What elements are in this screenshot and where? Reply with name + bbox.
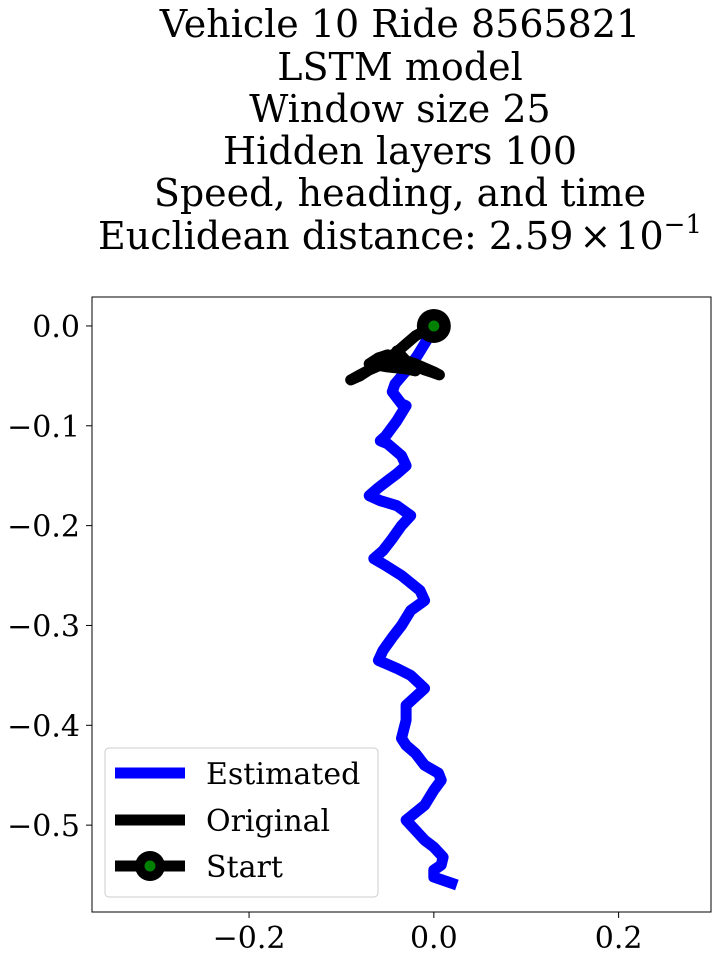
legend-swatch-start-dot	[144, 860, 156, 872]
x-tick-label: 0.2	[595, 921, 643, 956]
legend-label-start: Start	[206, 850, 283, 885]
y-tick-label: −0.4	[7, 709, 80, 744]
x-tick-label: 0.0	[410, 921, 458, 956]
y-tick-label: −0.1	[7, 410, 80, 445]
x-axis: −0.2 0.0 0.2	[213, 912, 643, 956]
plot-frame	[91, 296, 712, 913]
metric-mantissa: 2.59	[489, 214, 574, 258]
title-line-5: Speed, heading, and time	[154, 171, 646, 215]
title-line-2: LSTM model	[277, 45, 522, 89]
y-tick-label: −0.2	[7, 510, 80, 545]
metric-base: 10	[615, 214, 663, 258]
title-line-3: Window size 25	[249, 87, 550, 131]
title-line-6-metric: Euclidean distance: 2.59 × 10−1	[98, 210, 702, 258]
series-line-estimated	[363, 323, 459, 891]
title-line-1: Vehicle 10 Ride 8565821	[159, 2, 640, 46]
series-layer	[345, 308, 459, 891]
x-tick-label: −0.2	[213, 921, 286, 956]
y-tick-label: 0.0	[32, 310, 80, 345]
legend-label-original: Original	[206, 804, 330, 839]
legend: Estimated Original Start	[104, 747, 379, 898]
metric-exponent: −1	[664, 210, 702, 240]
start-marker-dot	[428, 320, 440, 332]
chart-title: Vehicle 10 Ride 8565821 LSTM model Windo…	[98, 2, 702, 258]
y-tick-label: −0.3	[7, 609, 80, 644]
y-tick-label: −0.5	[7, 809, 80, 844]
metric-times: ×	[579, 214, 611, 258]
legend-box	[104, 747, 379, 898]
y-axis: 0.0 −0.1 −0.2 −0.3 −0.4 −0.5	[7, 310, 92, 844]
metric-prefix: Euclidean distance:	[98, 214, 489, 258]
series-line-original	[345, 321, 445, 386]
legend-label-estimated: Estimated	[206, 757, 360, 792]
title-line-4: Hidden layers 100	[223, 129, 577, 173]
